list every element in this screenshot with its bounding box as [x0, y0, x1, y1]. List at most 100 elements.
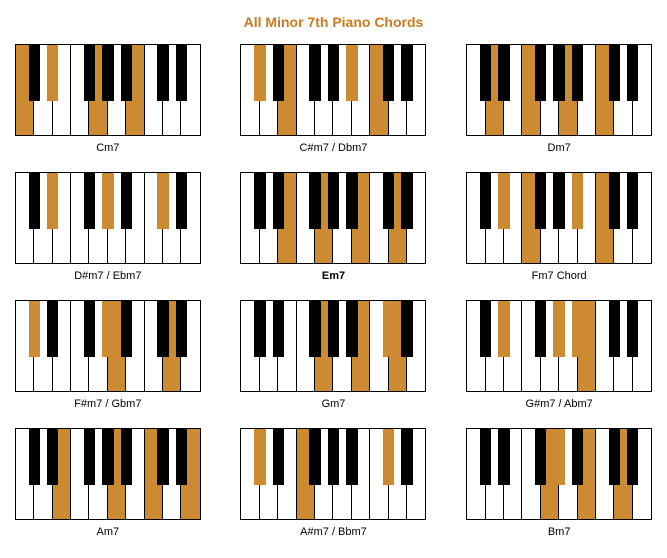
black-key	[176, 301, 187, 357]
black-key	[102, 173, 113, 229]
black-key	[176, 429, 187, 485]
black-key	[84, 173, 95, 229]
page-title: All Minor 7th Piano Chords	[10, 14, 657, 30]
black-key	[627, 301, 638, 357]
keyboard-diagram	[466, 300, 652, 392]
chord-label: D#m7 / Ebm7	[74, 270, 141, 282]
chord-cell: F#m7 / Gbm7	[15, 300, 201, 410]
keyboard-diagram	[466, 428, 652, 520]
keyboard-diagram	[15, 44, 201, 136]
black-key	[121, 301, 132, 357]
black-key	[535, 301, 546, 357]
chord-cell: D#m7 / Ebm7	[15, 172, 201, 282]
black-key	[29, 173, 40, 229]
black-key	[383, 173, 394, 229]
black-key	[401, 45, 412, 101]
black-key	[47, 429, 58, 485]
black-key	[498, 173, 509, 229]
black-key	[29, 429, 40, 485]
black-key	[346, 45, 357, 101]
black-key	[480, 45, 491, 101]
black-key	[553, 173, 564, 229]
chord-label: F#m7 / Gbm7	[74, 398, 141, 410]
black-key	[480, 173, 491, 229]
black-key	[572, 45, 583, 101]
chord-label: Cm7	[96, 142, 119, 154]
black-key	[254, 45, 265, 101]
black-key	[157, 429, 168, 485]
keyboard-diagram	[240, 172, 426, 264]
black-key	[29, 301, 40, 357]
black-key	[553, 429, 564, 485]
chord-cell: Em7	[240, 172, 426, 282]
keyboard-diagram	[466, 172, 652, 264]
black-key	[121, 45, 132, 101]
black-key	[498, 45, 509, 101]
black-key	[572, 429, 583, 485]
black-key	[535, 45, 546, 101]
black-key	[157, 45, 168, 101]
black-key	[47, 173, 58, 229]
black-key	[121, 173, 132, 229]
chord-grid: Cm7 C#m7 / Dbm7 Dm7 D#m7 / Ebm7 Em7 Fm7 Chord…	[10, 44, 657, 538]
black-key	[383, 301, 394, 357]
black-key	[84, 429, 95, 485]
black-key	[498, 429, 509, 485]
chord-cell: Bm7	[466, 428, 652, 538]
keyboard-diagram	[240, 44, 426, 136]
black-key	[309, 429, 320, 485]
black-key	[309, 45, 320, 101]
black-key	[383, 45, 394, 101]
black-key	[609, 429, 620, 485]
black-key	[47, 301, 58, 357]
black-key	[480, 429, 491, 485]
chord-label: Fm7 Chord	[532, 270, 587, 282]
black-key	[47, 45, 58, 101]
black-key	[254, 301, 265, 357]
black-key	[346, 301, 357, 357]
black-key	[572, 301, 583, 357]
keyboard-diagram	[15, 428, 201, 520]
black-key	[346, 429, 357, 485]
black-key	[84, 45, 95, 101]
black-key	[328, 429, 339, 485]
black-key	[328, 45, 339, 101]
chord-cell: G#m7 / Abm7	[466, 300, 652, 410]
chord-label: C#m7 / Dbm7	[300, 142, 368, 154]
keyboard-diagram	[466, 44, 652, 136]
chord-cell: Gm7	[240, 300, 426, 410]
chord-cell: A#m7 / Bbm7	[240, 428, 426, 538]
chord-label: Bm7	[548, 526, 571, 538]
black-key	[572, 173, 583, 229]
black-key	[84, 301, 95, 357]
black-key	[498, 301, 509, 357]
black-key	[254, 173, 265, 229]
black-key	[609, 45, 620, 101]
chord-label: G#m7 / Abm7	[526, 398, 593, 410]
black-key	[309, 301, 320, 357]
black-key	[273, 429, 284, 485]
black-key	[273, 301, 284, 357]
keyboard-diagram	[15, 300, 201, 392]
black-key	[102, 429, 113, 485]
black-key	[176, 173, 187, 229]
black-key	[401, 173, 412, 229]
black-key	[535, 173, 546, 229]
black-key	[29, 45, 40, 101]
chord-label: Gm7	[322, 398, 346, 410]
chord-cell: C#m7 / Dbm7	[240, 44, 426, 154]
chord-label: Am7	[97, 526, 120, 538]
black-key	[121, 429, 132, 485]
black-key	[383, 429, 394, 485]
black-key	[346, 173, 357, 229]
black-key	[609, 301, 620, 357]
keyboard-diagram	[240, 428, 426, 520]
chord-label: Dm7	[548, 142, 571, 154]
black-key	[102, 301, 113, 357]
black-key	[328, 301, 339, 357]
black-key	[309, 173, 320, 229]
black-key	[553, 301, 564, 357]
black-key	[102, 45, 113, 101]
black-key	[401, 301, 412, 357]
black-key	[273, 45, 284, 101]
